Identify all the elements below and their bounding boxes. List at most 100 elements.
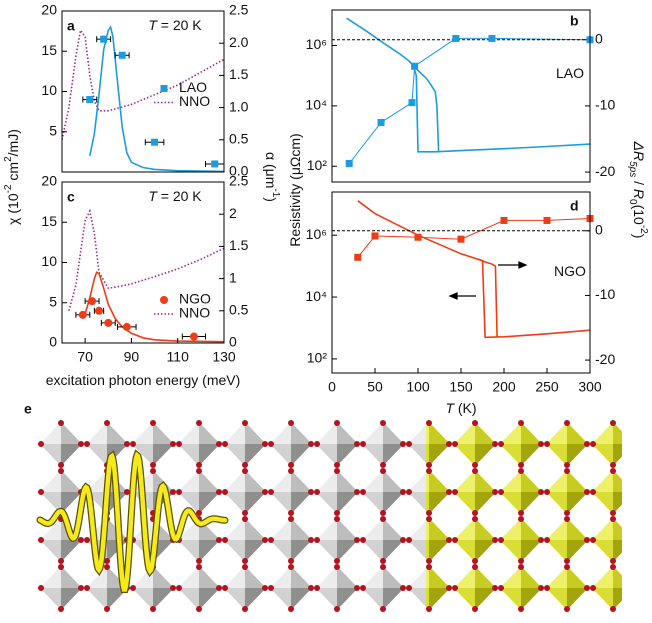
- x-axis-label: T (K): [445, 400, 476, 416]
- yellow-lattice: [426, 420, 622, 612]
- annotation: LAO: [556, 65, 584, 81]
- point: [104, 319, 112, 327]
- y2-tick-label: 0: [595, 30, 603, 46]
- y-tick-label: 10²: [307, 350, 328, 366]
- plot-frame: [332, 192, 590, 373]
- panel-letter: d: [570, 198, 579, 214]
- label-part: LAO: [556, 65, 584, 81]
- y2-tick-label: 0: [229, 334, 237, 350]
- point: [211, 160, 218, 167]
- point: [408, 99, 415, 106]
- y-tick-label: 20: [41, 2, 57, 18]
- y-tick-label: 10⁴: [305, 288, 327, 304]
- y2-tick-label: -10: [595, 286, 615, 302]
- y2-tick-label: 0: [595, 221, 603, 237]
- y2-tick-label: 1.5: [229, 66, 249, 82]
- panel-letter: c: [67, 189, 75, 205]
- label-part: ΔR: [631, 141, 647, 162]
- point: [372, 232, 379, 239]
- x-tick-label: 110: [167, 349, 190, 365]
- x-tick-label: 100: [406, 379, 430, 395]
- annotation: NGO: [554, 263, 586, 279]
- y-axis-label: Resistivity (μΩcm): [287, 133, 303, 246]
- x-axis-label: excitation photon energy (meV): [46, 372, 241, 388]
- legend-label: NNO: [179, 305, 210, 321]
- y-tick-label: 10²: [307, 157, 328, 173]
- annotation: T = 20 K: [148, 17, 202, 33]
- label-part: 5ps: [627, 161, 638, 177]
- panel-letter: e: [24, 401, 32, 417]
- panel-letter: a: [67, 18, 75, 34]
- x-tick-label: 50: [367, 379, 383, 395]
- y2-tick-label: -10: [595, 97, 615, 113]
- point: [354, 254, 361, 261]
- y2-tick-label: 2.5: [229, 2, 249, 18]
- series-line: [358, 219, 590, 258]
- label-part: R: [631, 189, 647, 199]
- label-part: = 20 K: [157, 188, 202, 204]
- label-part: cm: [5, 162, 21, 185]
- label-part: χ (10: [5, 193, 21, 225]
- y-tick-label: 15: [41, 213, 57, 229]
- y2-tick-label: 2: [229, 205, 237, 221]
- label-part: ): [263, 197, 279, 202]
- y2-axis-label: ΔR5ps / R0(10-2): [627, 141, 649, 239]
- x-tick-label: 300: [578, 379, 602, 395]
- point: [458, 236, 465, 243]
- point: [100, 36, 107, 43]
- point: [411, 63, 418, 70]
- y-tick-label: 10⁶: [306, 36, 327, 52]
- y2-tick-label: 1.5: [229, 237, 249, 253]
- y-tick-label: 10: [41, 253, 57, 269]
- legend-label: NNO: [179, 93, 210, 109]
- panel-letter: b: [570, 13, 579, 29]
- point: [88, 297, 96, 305]
- point: [452, 35, 459, 42]
- y-axis-label: χ (10-2 cm2/mJ): [3, 129, 21, 225]
- y-tick-label: 20: [41, 173, 57, 189]
- y-tick-label: 5: [49, 122, 57, 138]
- x-tick-label: 70: [77, 349, 93, 365]
- point: [346, 160, 353, 167]
- point: [119, 52, 126, 59]
- x-tick-label: 90: [124, 349, 140, 365]
- label-part: (K): [454, 400, 477, 416]
- arrow-head: [450, 293, 457, 299]
- label-part: (10: [631, 205, 647, 225]
- plot-frame: [332, 10, 590, 182]
- point: [415, 234, 422, 241]
- point: [123, 323, 131, 331]
- point: [190, 333, 198, 341]
- x-tick-label: 200: [492, 379, 516, 395]
- point: [488, 35, 495, 42]
- y2-tick-label: -20: [595, 163, 615, 179]
- plot-area: [69, 211, 224, 342]
- x-tick-label: 250: [535, 379, 559, 395]
- y2-tick-label: 1: [229, 269, 237, 285]
- label-part: excitation photon energy (meV): [46, 372, 241, 388]
- series-line: [349, 38, 590, 163]
- point: [79, 311, 87, 319]
- point: [544, 217, 551, 224]
- x-tick-label: 0: [328, 379, 336, 395]
- y-tick-label: 5: [49, 293, 57, 309]
- y2-tick-label: 2.5: [229, 173, 249, 189]
- point: [501, 217, 508, 224]
- y2-tick-label: 0.5: [229, 131, 249, 147]
- y-tick-label: 10⁴: [305, 97, 327, 113]
- y-tick-label: 15: [41, 42, 57, 58]
- label-part: Resistivity (μΩcm): [287, 133, 303, 246]
- point: [161, 85, 168, 92]
- y-tick-label: 0: [49, 334, 57, 350]
- x-tick-label: 130: [212, 349, 236, 365]
- annotation: T = 20 K: [148, 188, 202, 204]
- label-part: = 20 K: [157, 17, 202, 33]
- gray-lattice: [38, 420, 426, 612]
- label-part: α (μm: [263, 152, 279, 188]
- y2-tick-label: 2.0: [229, 34, 249, 50]
- y2-tick-label: -20: [595, 351, 615, 367]
- point: [151, 139, 158, 146]
- y-tick-label: 10: [41, 82, 57, 98]
- x-tick-label: 150: [449, 379, 473, 395]
- y2-axis-label: α (μm-1): [263, 152, 281, 202]
